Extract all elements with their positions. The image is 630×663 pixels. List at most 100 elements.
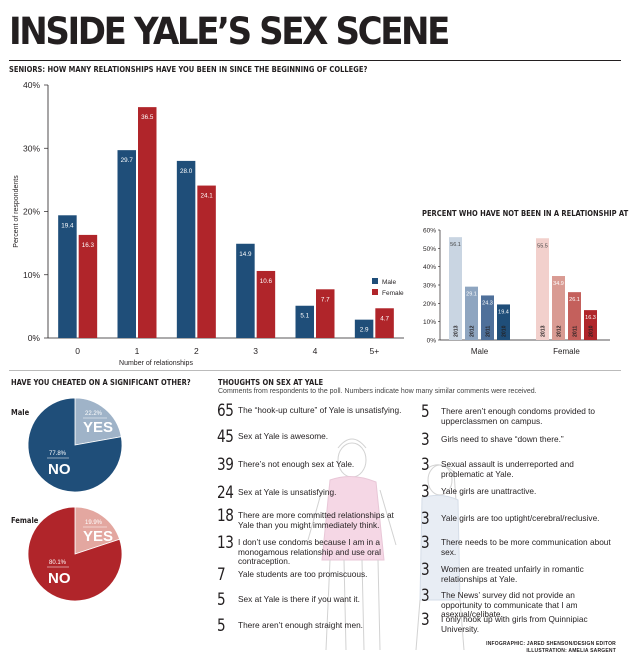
- thought-left-text: Yale students are too promiscuous.: [238, 569, 368, 579]
- thought-right-text: I only hook up with girls from Quinnipia…: [441, 614, 588, 634]
- bar-female: [256, 270, 276, 338]
- thought-right-text: Girls need to shave “down there.”: [441, 434, 564, 444]
- bar-value-label: 26.1: [569, 297, 580, 303]
- bar-year-label: 2013: [454, 325, 460, 337]
- bar-male-2013: [449, 237, 462, 340]
- bar-year-label: 2013: [541, 325, 547, 337]
- bar-value-label: 10.6: [260, 278, 273, 285]
- y-tick-label: 0%: [427, 338, 437, 345]
- bar-year-label: 2012: [470, 325, 476, 337]
- bar-male: [58, 215, 77, 338]
- bar-year-label: 2011: [573, 326, 579, 337]
- relationships-bar-chart: 0% 10% 20% 30% 40% Percent of respondents 0 19.…: [13, 80, 404, 367]
- cheated-pie-charts: 22.2% YES 77.8% NO 19.9% YES 80.1% NO: [27, 397, 123, 602]
- bar-female: [197, 185, 216, 338]
- female-yes-label: YES: [83, 528, 113, 545]
- bar-male-2011: [481, 295, 494, 340]
- bar-male: [295, 305, 314, 338]
- bar-female: [375, 308, 394, 338]
- male-slice-no: [27, 397, 123, 493]
- thoughts-subheading: Comments from respondents to the poll. N…: [218, 388, 537, 395]
- bar-value-label: 4.7: [380, 315, 389, 322]
- female-pie-label: Female: [11, 516, 39, 525]
- y-axis-label: Percent of respondents: [13, 175, 20, 248]
- y-tick-label: 40%: [23, 80, 40, 90]
- bar-value-label: 56.1: [450, 242, 461, 248]
- page-title: INSIDE YALE’S SEX SCENE: [9, 10, 450, 53]
- bar-male: [236, 243, 255, 338]
- thought-right-count: 3: [421, 455, 430, 475]
- bar-value-label: 24.1: [200, 193, 213, 200]
- thought-right-text: Yale girls are unattractive.: [441, 486, 537, 496]
- y-tick-label: 30%: [423, 283, 436, 290]
- bar-value-label: 19.4: [61, 222, 74, 229]
- legend-swatch-female: [372, 289, 378, 295]
- legend-label-female: Female: [382, 290, 404, 297]
- thought-right-text: There aren’t enough condoms provided to …: [441, 406, 596, 426]
- male-no-label: NO: [48, 461, 71, 478]
- bar-value-label: 28.0: [180, 168, 193, 175]
- bar-female-2012: [552, 276, 565, 340]
- legend-label-male: Male: [382, 279, 396, 286]
- bar-male: [117, 150, 136, 338]
- bar-female: [316, 289, 335, 338]
- bar-year-label: 2010: [589, 325, 595, 337]
- y-tick-label: 60%: [423, 228, 436, 235]
- y-tick-label: 40%: [423, 264, 436, 271]
- female-yes-percent: 19.9%: [85, 520, 103, 526]
- x-tick-label: Female: [553, 347, 580, 356]
- thought-right-count: 3: [421, 509, 430, 529]
- x-tick-label: 2: [194, 346, 199, 356]
- y-tick-label: 10%: [423, 319, 436, 326]
- bar-value-label: 16.3: [585, 315, 596, 321]
- bar-male-2010: [497, 304, 510, 340]
- bar-value-label: 7.7: [321, 296, 330, 303]
- y-tick-label: 30%: [23, 143, 40, 153]
- title-rule: [9, 60, 621, 61]
- thought-left-text: There aren’t enough straight men.: [238, 620, 363, 630]
- thought-left-count: 13: [217, 533, 234, 553]
- female-no-label: NO: [48, 570, 71, 587]
- thought-left-text: There’s not enough sex at Yale.: [238, 459, 355, 469]
- thought-left-text: Sex at Yale is awesome.: [238, 431, 329, 441]
- thought-right-count: 5: [421, 402, 430, 422]
- thought-left-text: I don’t use condoms because I am in a mo…: [238, 537, 381, 566]
- thoughts-heading: THOUGHTS ON SEX AT YALE: [218, 378, 324, 387]
- thought-right-count: 3: [421, 610, 430, 630]
- thought-left-count: 7: [217, 565, 226, 585]
- bar-male: [176, 160, 196, 338]
- bar-value-label: 2.9: [360, 327, 369, 334]
- bar-value-label: 24.3: [482, 300, 493, 306]
- thought-right-text: Yale girls are too uptight/cerebral/recl…: [441, 513, 600, 523]
- bar-value-label: 55.5: [537, 243, 548, 249]
- bar-female-2010: [584, 310, 597, 340]
- thought-left-text: Sex at Yale is unsatisfying.: [238, 487, 337, 497]
- thought-right-count: 3: [421, 482, 430, 502]
- x-tick-label: 4: [313, 346, 318, 356]
- female-slice-yes: [74, 506, 121, 555]
- thought-right-text: Sexual assault is underreported and prob…: [441, 459, 574, 479]
- thought-left-text: Sex at Yale is there if you want it.: [238, 594, 360, 604]
- male-pie-label: Male: [11, 408, 30, 417]
- y-tick-label: 0%: [28, 333, 41, 343]
- section-divider: [9, 370, 621, 371]
- male-slice-yes: [74, 397, 122, 446]
- thought-right-text: The News’ survey did not provide an oppo…: [441, 590, 578, 619]
- bar-year-label: 2011: [486, 326, 492, 337]
- bar-value-label: 34.9: [553, 281, 564, 287]
- thought-right-count: 3: [421, 430, 430, 450]
- bar-value-label: 29.1: [466, 292, 477, 298]
- thought-right-count: 3: [421, 560, 430, 580]
- thought-left-count: 5: [217, 590, 226, 610]
- x-tick-label: 1: [135, 346, 140, 356]
- male-no-percent: 77.8%: [49, 451, 67, 457]
- thought-left-count: 24: [217, 483, 234, 503]
- female-slice-no: [27, 506, 123, 602]
- x-tick-label: Male: [471, 347, 489, 356]
- bar-female-2013: [536, 238, 549, 340]
- thought-right-text: There needs to be more communication abo…: [441, 537, 611, 557]
- thought-left-text: The “hook-up culture” of Yale is unsatis…: [238, 405, 402, 415]
- thought-right-count: 3: [421, 533, 430, 553]
- bar-value-label: 14.9: [239, 251, 252, 258]
- bar-male: [354, 319, 374, 338]
